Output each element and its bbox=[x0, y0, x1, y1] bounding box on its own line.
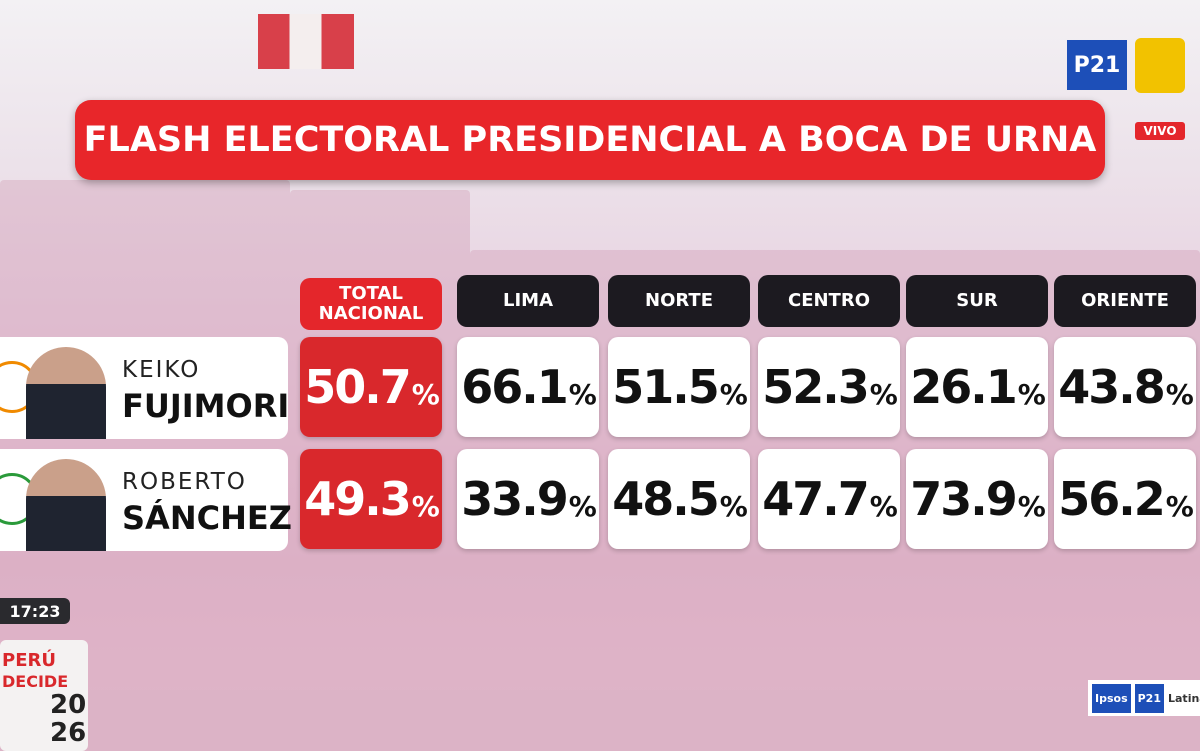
unit: % bbox=[411, 378, 440, 411]
latina-logo bbox=[1135, 38, 1185, 93]
candidate-card: KEIKO FUJIMORI bbox=[0, 337, 290, 439]
column-header: NORTE bbox=[608, 275, 750, 327]
unit: % bbox=[1165, 490, 1194, 523]
channel-logo: P21 bbox=[1067, 40, 1127, 90]
first-name: KEIKO bbox=[122, 357, 201, 383]
unit: % bbox=[719, 378, 748, 411]
result-cell: 43.8% bbox=[1054, 337, 1196, 437]
result-cell: 66.1% bbox=[457, 337, 599, 437]
result-value: 47.7 bbox=[762, 472, 869, 526]
result-value: 26.1 bbox=[910, 360, 1017, 414]
column-header: SUR bbox=[906, 275, 1048, 327]
brand-word: DECIDE bbox=[2, 672, 69, 691]
first-name: ROBERTO bbox=[122, 469, 247, 495]
unit: % bbox=[568, 378, 597, 411]
brand-word: PERÚ bbox=[2, 650, 56, 671]
live-badge: VIVO bbox=[1135, 122, 1185, 140]
result-cell: 47.7% bbox=[758, 449, 900, 549]
source-logo: P21 bbox=[1134, 683, 1164, 713]
column-header: TOTAL NACIONAL bbox=[300, 278, 442, 330]
result-value: 49.3 bbox=[304, 472, 411, 526]
flag bbox=[258, 14, 354, 69]
source-logo: Ipsos bbox=[1092, 683, 1131, 713]
result-value: 43.8 bbox=[1058, 360, 1165, 414]
unit: % bbox=[568, 490, 597, 523]
result-cell: 49.3% bbox=[300, 449, 442, 549]
unit: % bbox=[869, 490, 898, 523]
last-name: FUJIMORI bbox=[122, 387, 290, 425]
unit: % bbox=[869, 378, 898, 411]
clock: 17:23 bbox=[0, 598, 70, 624]
result-value: 33.9 bbox=[461, 472, 568, 526]
result-cell: 50.7% bbox=[300, 337, 442, 437]
unit: % bbox=[719, 490, 748, 523]
year-part: 26 bbox=[50, 718, 87, 748]
result-cell: 33.9% bbox=[457, 449, 599, 549]
result-cell: 73.9% bbox=[906, 449, 1048, 549]
result-value: 56.2 bbox=[1058, 472, 1165, 526]
column-header: ORIENTE bbox=[1054, 275, 1196, 327]
result-value: 52.3 bbox=[762, 360, 869, 414]
result-cell: 52.3% bbox=[758, 337, 900, 437]
candidate-card: ROBERTO SÁNCHEZ bbox=[0, 449, 292, 551]
unit: % bbox=[411, 490, 440, 523]
result-value: 50.7 bbox=[304, 360, 411, 414]
result-value: 48.5 bbox=[612, 472, 719, 526]
result-cell: 56.2% bbox=[1054, 449, 1196, 549]
column-header: LIMA bbox=[457, 275, 599, 327]
source-logo: Latina bbox=[1168, 691, 1200, 705]
unit: % bbox=[1165, 378, 1194, 411]
unit: % bbox=[1017, 378, 1046, 411]
year-part: 20 bbox=[50, 690, 87, 720]
result-value: 73.9 bbox=[910, 472, 1017, 526]
candidate-photo bbox=[26, 459, 106, 551]
last-name: SÁNCHEZ bbox=[122, 499, 292, 537]
result-value: 66.1 bbox=[461, 360, 568, 414]
election-box: PERÚ DECIDE 20 26 bbox=[0, 640, 88, 751]
candidate-photo bbox=[26, 347, 106, 439]
sources: Ipsos P21 Latina bbox=[1088, 680, 1200, 716]
plaza bbox=[0, 690, 1200, 751]
result-cell: 51.5% bbox=[608, 337, 750, 437]
result-value: 51.5 bbox=[612, 360, 719, 414]
result-cell: 48.5% bbox=[608, 449, 750, 549]
title-bar: FLASH ELECTORAL PRESIDENCIAL A BOCA DE U… bbox=[75, 100, 1105, 180]
result-cell: 26.1% bbox=[906, 337, 1048, 437]
unit: % bbox=[1017, 490, 1046, 523]
column-header: CENTRO bbox=[758, 275, 900, 327]
palace-tower bbox=[290, 190, 470, 700]
